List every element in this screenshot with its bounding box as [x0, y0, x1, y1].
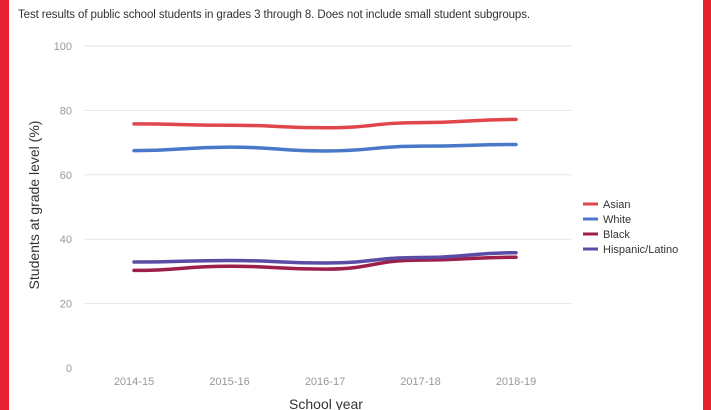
- legend: Asian White Black Hispanic/Latino: [583, 199, 678, 256]
- x-axis-ticks: 2014-15 2015-16 2016-17 2017-18 2018-19: [114, 376, 536, 388]
- x-tick-label: 2017-18: [400, 376, 440, 388]
- line-chart: 0 20 40 60 80 100 2014-15 2015-16 2016-17 2017-1…: [26, 41, 678, 410]
- legend-label-asian: Asian: [603, 199, 631, 211]
- gridlines: [84, 45, 572, 305]
- series-line-black: [132, 255, 518, 273]
- legend-label-black: Black: [603, 229, 630, 241]
- x-tick-label: 2016-17: [305, 376, 345, 388]
- x-axis-title: School year: [289, 396, 363, 410]
- series-line-hispanic-latino: [132, 250, 518, 265]
- y-tick-label: 100: [54, 41, 72, 53]
- y-tick-label: 60: [60, 170, 72, 182]
- x-tick-label: 2018-19: [496, 376, 536, 388]
- y-axis-title: Students at grade level (%): [26, 121, 42, 290]
- series-line-asian: [132, 117, 518, 130]
- chart-subtitle: Test results of public school students i…: [18, 9, 530, 21]
- legend-label-hispanic-latino: Hispanic/Latino: [603, 244, 678, 256]
- series-line-white: [132, 142, 518, 153]
- y-axis-ticks: 0 20 40 60 80 100: [54, 41, 72, 375]
- y-tick-label: 20: [60, 299, 72, 311]
- y-tick-label: 40: [60, 234, 72, 246]
- x-tick-label: 2015-16: [209, 376, 249, 388]
- x-tick-label: 2014-15: [114, 376, 154, 388]
- legend-label-white: White: [603, 214, 631, 226]
- chart-panel: Test results of public school students i…: [9, 0, 703, 410]
- series-lines: [132, 117, 518, 273]
- y-tick-label: 80: [60, 105, 72, 117]
- y-tick-label: 0: [66, 363, 72, 375]
